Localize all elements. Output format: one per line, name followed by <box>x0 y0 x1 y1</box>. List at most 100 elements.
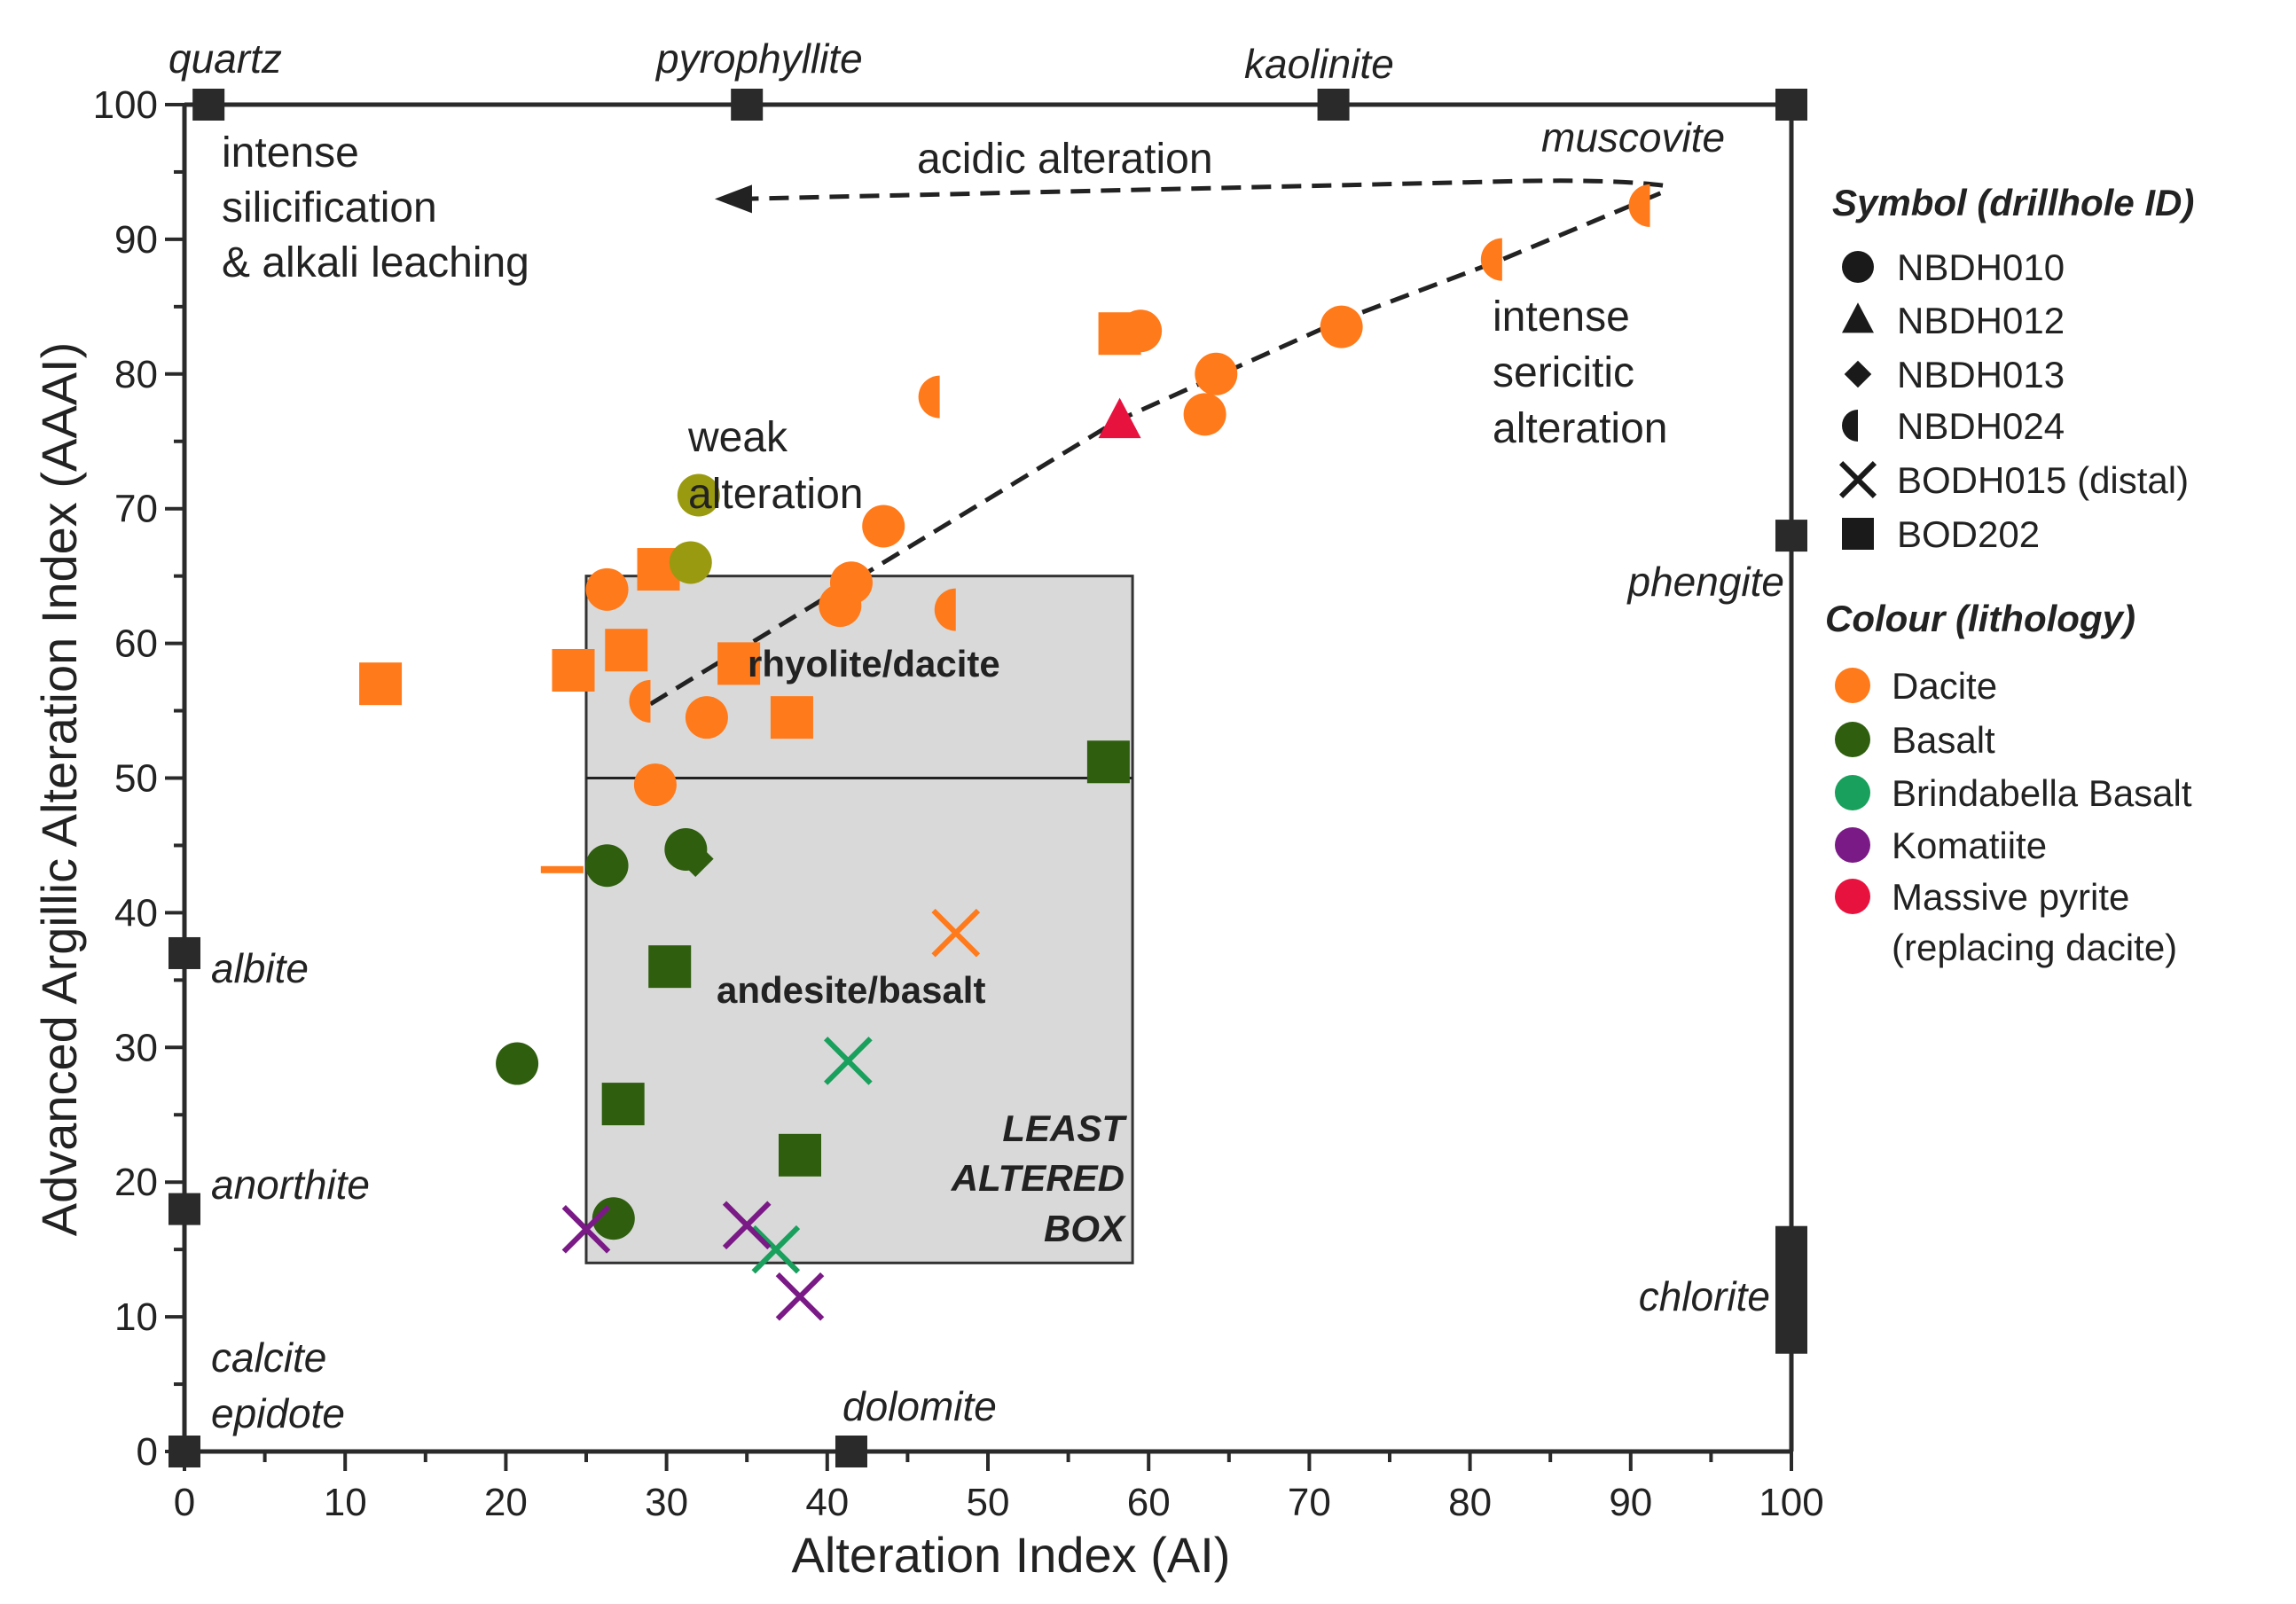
legend-colour-swatch <box>1835 722 1870 757</box>
y-axis-title: Advanced Argillic Alteration Index (AAAI… <box>31 342 87 1237</box>
legend-colour-swatch <box>1835 668 1870 703</box>
x-tick-label: 40 <box>805 1481 849 1524</box>
legend-markers-layer <box>1835 251 1877 914</box>
legend-symbol-label: NBDH024 <box>1897 405 2065 447</box>
note-acidic-alteration: acidic alteration <box>917 136 1213 183</box>
x-axis-title: Alteration Index (AI) <box>792 1527 1231 1583</box>
y-tick-label: 10 <box>114 1295 158 1339</box>
legend-symbol-label: NBDH013 <box>1897 354 2065 395</box>
data-point-circle <box>496 1042 539 1085</box>
data-point-circle <box>862 505 905 548</box>
note-silicification-1: intense <box>222 129 359 176</box>
acidic-alteration-arrow-head <box>714 184 752 214</box>
mineral-marker-dolomite <box>835 1436 867 1467</box>
data-point-square <box>605 629 648 672</box>
legend-colour-label: Brindabella Basalt <box>1892 772 2192 814</box>
data-point-diamond <box>677 841 714 878</box>
note-sericitic-3: alteration <box>1493 405 1667 452</box>
mineral-marker-anorthite <box>168 1193 200 1225</box>
annotation-text-layer: Alteration Index (AI) Advanced Argillic … <box>31 35 2194 1583</box>
legend-colour-title: Colour (lithology) <box>1825 598 2135 639</box>
data-point-circle <box>829 561 873 605</box>
data-point-square <box>648 945 692 989</box>
legend-symbol-circle <box>1842 251 1874 283</box>
data-point-circle <box>685 696 728 739</box>
box-label-box: BOX <box>1044 1208 1127 1249</box>
data-point-x <box>931 908 981 958</box>
data-point-square <box>552 648 595 692</box>
least-altered-box <box>584 575 1134 1264</box>
mineral-marker-muscovite <box>1775 89 1807 121</box>
data-point-triangle <box>1098 397 1141 439</box>
x-tick-label: 80 <box>1448 1481 1492 1524</box>
box-label-altered: ALTERED <box>951 1157 1124 1199</box>
legend-symbol-label: BOD202 <box>1897 513 2040 555</box>
data-point-x <box>824 1037 873 1085</box>
x-tick-label: 100 <box>1759 1481 1823 1524</box>
y-tick-label: 0 <box>137 1430 158 1474</box>
mineral-label-anorthite: anorthite <box>211 1162 370 1208</box>
mineral-marker-kaolinite <box>1317 89 1350 121</box>
x-tick-label: 90 <box>1609 1481 1652 1524</box>
legend-symbol-triangle <box>1842 302 1874 333</box>
y-tick-label: 50 <box>114 757 158 801</box>
legend-symbol-square <box>1842 518 1874 550</box>
mineral-label-calcite: calcite <box>211 1334 326 1381</box>
least-altered-box-layer <box>584 575 1134 1264</box>
mineral-markers-layer <box>168 89 1807 1467</box>
plot-frame-layer <box>165 102 1794 1471</box>
data-point-halfcircle <box>629 679 651 723</box>
y-tick-label: 60 <box>114 622 158 666</box>
legend-symbol-title: Symbol (drillhole ID) <box>1832 182 2194 223</box>
data-point-x <box>775 1271 825 1321</box>
data-point-square <box>1086 740 1130 784</box>
mineral-label-dolomite: dolomite <box>842 1383 997 1429</box>
mineral-label-albite: albite <box>211 945 309 991</box>
x-tick-label: 50 <box>967 1481 1010 1524</box>
data-point-halfcircle <box>918 375 940 419</box>
data-point-square <box>601 1083 645 1126</box>
mineral-label-kaolinite: kaolinite <box>1244 41 1394 87</box>
data-point-circle <box>1183 393 1226 436</box>
data-point-circle <box>1119 309 1163 353</box>
mineral-label-epidote: epidote <box>211 1390 345 1436</box>
mineral-marker-quartz <box>192 89 225 121</box>
data-point-circle <box>669 541 712 584</box>
data-point-x <box>722 1201 772 1250</box>
legend-symbol-label: BODH015 (distal) <box>1897 459 2189 501</box>
box-label-rhyolite-dacite: rhyolite/dacite <box>748 643 1000 685</box>
x-tick-label: 70 <box>1288 1481 1331 1524</box>
legend-colour-label: Massive pyrite <box>1892 876 2129 918</box>
mineral-marker-albite <box>168 936 200 969</box>
x-tick-label: 20 <box>484 1481 528 1524</box>
y-tick-label: 40 <box>114 891 158 935</box>
legend-colour-swatch <box>1835 775 1870 810</box>
legend-symbol-halfcircle <box>1842 410 1858 442</box>
data-point-circle <box>585 567 629 611</box>
legend-symbol-diamond <box>1844 360 1872 388</box>
note-sericitic-2: sericitic <box>1493 349 1634 396</box>
data-point-dash <box>540 865 584 873</box>
mineral-marker-chlorite <box>1775 1225 1807 1354</box>
y-tick-label: 20 <box>114 1161 158 1204</box>
data-point-square <box>717 642 761 685</box>
note-sericitic-1: intense <box>1493 293 1630 340</box>
mineral-label-pyrophyllite: pyrophyllite <box>654 35 863 82</box>
legend-colour-label: Basalt <box>1892 719 1995 761</box>
mineral-label-muscovite: muscovite <box>1541 114 1725 160</box>
legend-colour-swatch <box>1835 827 1870 863</box>
data-point-circle <box>677 473 720 517</box>
legend-symbol-label: NBDH010 <box>1897 246 2065 288</box>
legend-colour-label-2: (replacing dacite) <box>1892 927 2177 968</box>
mineral-label-quartz: quartz <box>168 35 282 82</box>
box-label-andesite-basalt: andesite/basalt <box>717 969 985 1011</box>
mineral-marker-pyrophyllite <box>731 89 764 121</box>
x-tick-label: 10 <box>324 1481 367 1524</box>
legend-colour-label: Komatiite <box>1892 825 2047 866</box>
x-tick-label: 30 <box>645 1481 688 1524</box>
mineral-marker-calcite-epidote <box>168 1436 200 1467</box>
data-point-circle <box>592 1197 635 1240</box>
tick-labels-layer: 0 10 20 30 40 50 60 70 80 90 100 0 10 20 30 40 50 60 70 80 9… <box>93 83 1824 1524</box>
y-tick-label: 80 <box>114 353 158 396</box>
